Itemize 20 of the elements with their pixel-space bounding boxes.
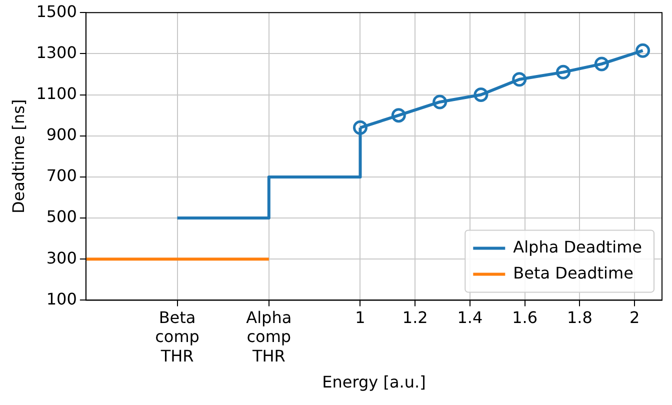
x-tick-label: 1 xyxy=(355,308,366,327)
x-tick-label: 1.6 xyxy=(512,308,538,327)
y-tick-label: 1100 xyxy=(36,84,77,103)
x-tick-label: 1.2 xyxy=(402,308,428,327)
x-tick-label: 1.4 xyxy=(457,308,483,327)
y-tick-label: 100 xyxy=(46,289,77,308)
legend-label: Beta Deadtime xyxy=(513,263,634,282)
x-axis-title: Energy [a.u.] xyxy=(322,372,426,392)
y-tick-label: 900 xyxy=(46,125,77,144)
x-tick-label: 1.8 xyxy=(566,308,592,327)
y-tick-label: 1300 xyxy=(36,42,77,62)
y-axis-title: Deadtime [ns] xyxy=(8,99,28,214)
y-tick-label: 300 xyxy=(46,248,77,268)
x-tick-label: 2 xyxy=(629,308,640,327)
y-tick-label: 1500 xyxy=(36,2,77,21)
x-tick-label: Alpha comp THR xyxy=(246,308,292,366)
x-tick-label: Beta comp THR xyxy=(155,308,200,366)
legend-label: Alpha Deadtime xyxy=(513,237,642,256)
y-tick-label: 500 xyxy=(46,207,77,226)
y-tick-label: 700 xyxy=(46,166,77,186)
